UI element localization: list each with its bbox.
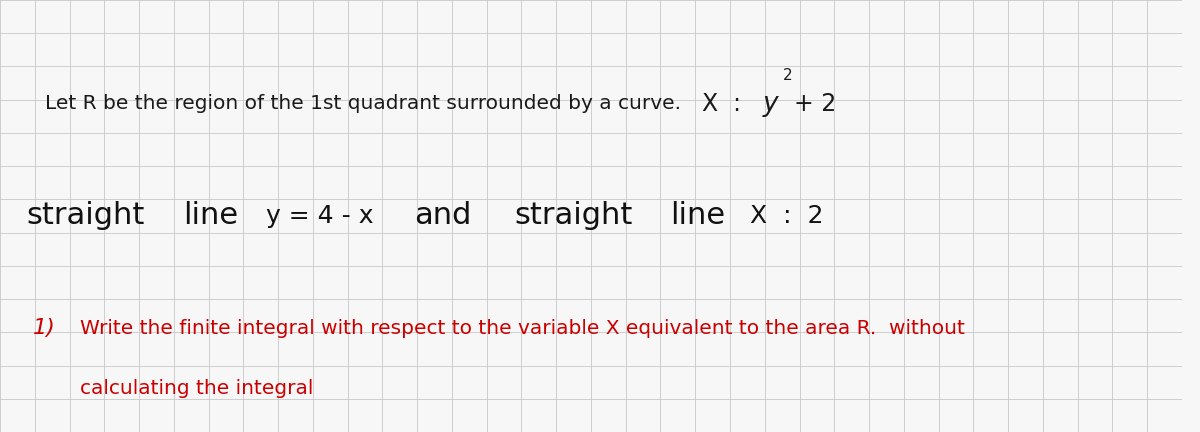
Text: 2: 2	[782, 68, 792, 83]
Text: line: line	[670, 201, 725, 231]
Text: calculating the integral: calculating the integral	[80, 379, 313, 398]
Text: Let R be the region of the 1st quadrant surrounded by a curve.: Let R be the region of the 1st quadrant …	[44, 94, 680, 113]
Text: y: y	[762, 91, 778, 117]
Text: line: line	[184, 201, 239, 231]
Text: Write the finite integral with respect to the variable X equivalent to the area : Write the finite integral with respect t…	[80, 319, 965, 338]
Text: straight: straight	[514, 201, 632, 231]
Text: y = 4 - x: y = 4 - x	[266, 204, 373, 228]
Text: X  :  2: X : 2	[750, 204, 824, 228]
Text: and: and	[414, 201, 472, 231]
Text: 1): 1)	[34, 318, 56, 338]
Text: + 2: + 2	[794, 92, 836, 116]
Text: X  :: X :	[702, 92, 756, 116]
Text: straight: straight	[26, 201, 144, 231]
